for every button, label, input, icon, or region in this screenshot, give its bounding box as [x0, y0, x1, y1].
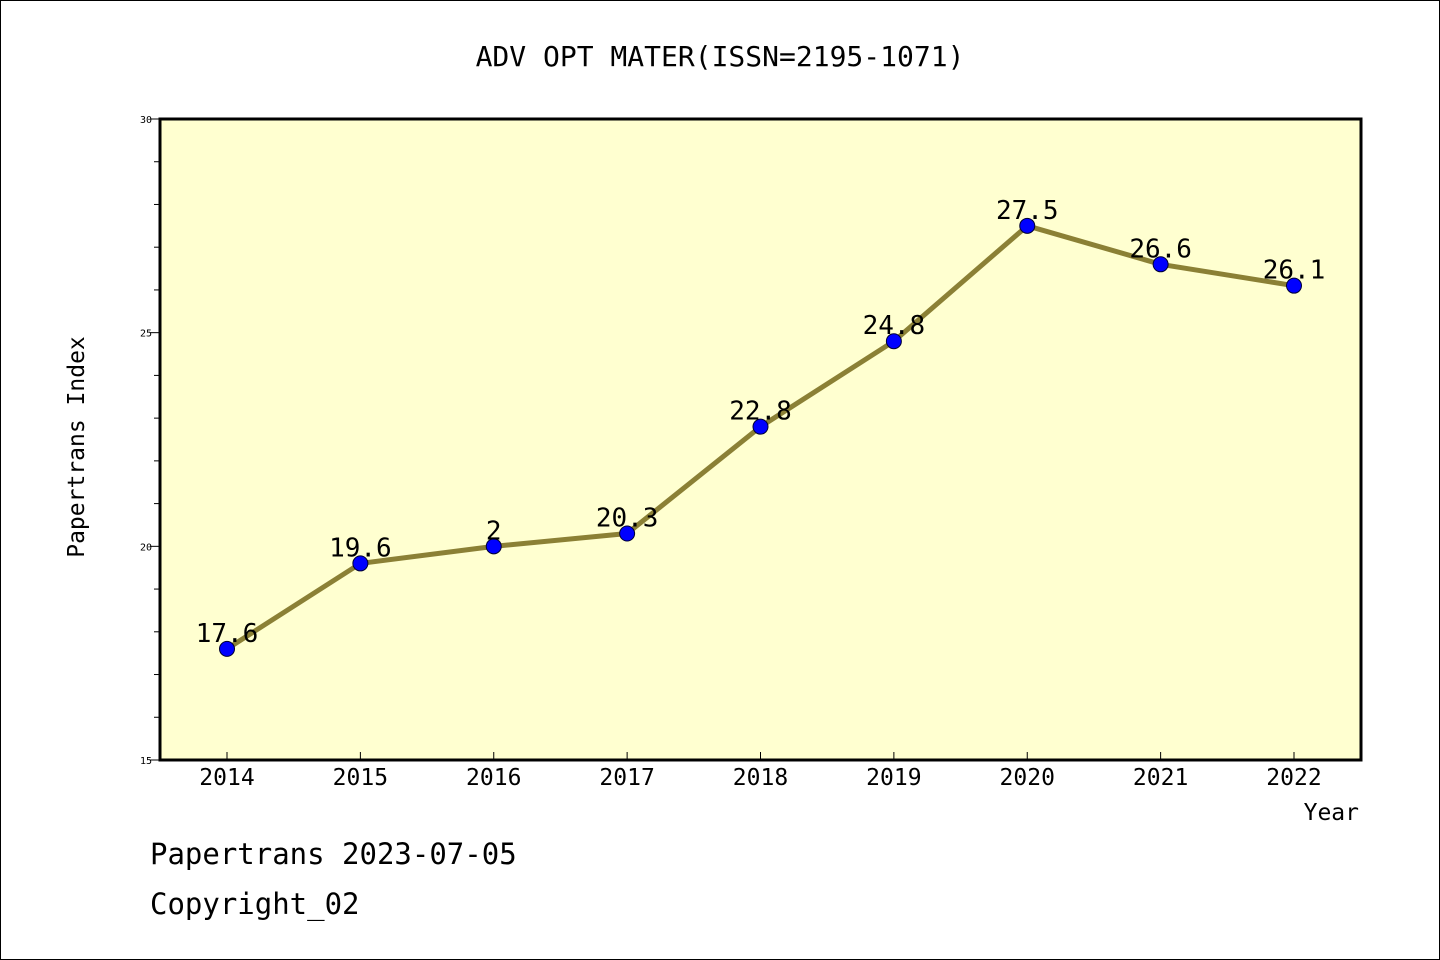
x-tick-label: 2021: [1133, 765, 1188, 791]
data-point: [885, 333, 902, 350]
y-tick-label: 20: [140, 542, 152, 553]
y-tick-label: 30: [140, 115, 152, 126]
x-tick-label: 2019: [866, 765, 921, 791]
data-point: [219, 640, 235, 657]
chart-title: ADV OPT MATER(ISSN=2195-1071): [476, 40, 965, 73]
data-point: [1286, 277, 1302, 294]
data-labels: 17.6 19.6 2 20.3 22.8 24.8 27.5 26.6 26.1: [196, 196, 1326, 649]
data-label: 24.8: [863, 311, 926, 341]
x-tick-label: 2020: [1000, 765, 1055, 791]
x-axis-ticks: 2014 2015 2016 2017 2018 2019 2020 2021 2022: [199, 752, 1322, 791]
x-tick-label: 2016: [466, 765, 521, 791]
y-tick-label: 15: [140, 756, 152, 767]
data-label: 19.6: [329, 533, 392, 563]
x-tick-label: 2017: [599, 765, 654, 791]
plot-area: [158, 117, 1363, 762]
y-axis-label: Papertrans Index: [64, 336, 90, 558]
data-label: 17.6: [196, 619, 259, 649]
x-tick-label: 2018: [733, 765, 788, 791]
data-label: 20.3: [596, 504, 659, 534]
data-label: 26.6: [1129, 234, 1192, 264]
y-axis-ticks: 15 20 25 30: [140, 115, 160, 767]
y-tick-label: 25: [140, 329, 152, 340]
footer-date: Papertrans 2023-07-05: [150, 837, 517, 871]
data-label: 22.8: [729, 397, 792, 427]
x-axis-label: Year: [1304, 800, 1359, 826]
data-point: [619, 525, 636, 542]
x-tick-label: 2015: [333, 765, 388, 791]
x-tick-label: 2022: [1266, 765, 1321, 791]
data-point: [1019, 217, 1036, 234]
data-label: 2: [486, 516, 502, 546]
x-tick-label: 2014: [199, 765, 254, 791]
footer-copyright: Copyright_02: [150, 887, 360, 922]
data-point: [352, 555, 369, 572]
data-point: [485, 538, 502, 555]
data-markers: [219, 217, 1302, 657]
data-label: 26.1: [1263, 256, 1326, 286]
data-point: [1152, 256, 1169, 273]
data-label: 27.5: [996, 196, 1059, 226]
data-point: [752, 418, 769, 435]
